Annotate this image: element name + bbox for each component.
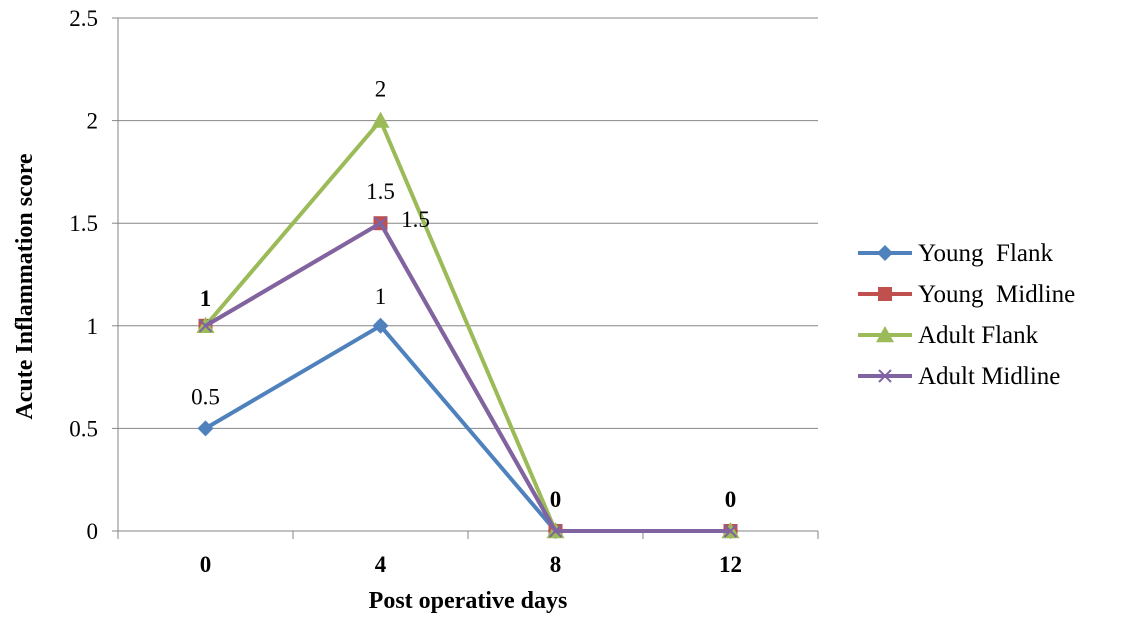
- y-tick-label: 2.5: [69, 6, 98, 31]
- x-tick-label: 4: [375, 552, 387, 577]
- axes: [112, 17, 819, 539]
- data-label: 1.5: [401, 207, 430, 232]
- marker-stroke: [878, 369, 892, 383]
- data-point-adult-flank: [371, 111, 390, 128]
- data-point-young-flank: [372, 317, 389, 334]
- marker-stroke: [373, 216, 388, 230]
- data-label: 2: [375, 77, 387, 102]
- legend-marker-adult-midline: [878, 369, 892, 383]
- marker-stroke: [548, 524, 563, 538]
- marker-stroke: [198, 319, 213, 333]
- x-tick-label: 0: [200, 552, 212, 577]
- y-tick-label: 0: [87, 519, 99, 544]
- data-label: 0: [725, 487, 737, 512]
- y-tick-label: 1.5: [69, 211, 98, 236]
- y-tick-label: 1: [87, 314, 99, 339]
- legend-marker-young-midline: [878, 287, 892, 301]
- x-axis-title: Post operative days: [369, 588, 568, 614]
- data-labels: 0.5 1 1.5 1 2 1.5 0 0: [191, 77, 736, 512]
- y-axis-title: Acute Inflammation score: [12, 153, 38, 420]
- data-label: 0: [550, 487, 562, 512]
- data-point-adult-midline: [723, 524, 738, 538]
- y-tick-label: 2: [87, 109, 99, 134]
- y-tick-label: 0.5: [69, 416, 98, 441]
- legend: Young Flank Young Midline Adult Flank Adult…: [858, 240, 1075, 390]
- y-tick-labels: 0 0.5 1 1.5 2 2.5: [69, 6, 98, 544]
- marker-stroke: [723, 524, 738, 538]
- x-tick-label: 12: [719, 552, 742, 577]
- data-point-young-flank: [197, 420, 214, 437]
- legend-label: Adult Flank: [918, 322, 1039, 349]
- x-tick-label: 8: [550, 552, 562, 577]
- legend-label: Young Flank: [918, 240, 1053, 267]
- data-point-adult-midline: [373, 216, 388, 230]
- legend-label: Adult Midline: [918, 363, 1060, 390]
- x-tick-labels: 0 4 8 12: [200, 552, 742, 577]
- data-label: 0.5: [191, 384, 220, 409]
- data-point-adult-midline: [548, 524, 563, 538]
- data-label: 1.5: [366, 179, 395, 204]
- series-line-adult-midline: [204, 220, 731, 533]
- gridlines: [118, 17, 818, 429]
- data-point-adult-midline: [198, 319, 213, 333]
- data-label: 1: [375, 284, 387, 309]
- series-group: [196, 111, 740, 539]
- legend-marker-young-flank: [877, 245, 893, 261]
- legend-marker-adult-flank: [876, 326, 894, 343]
- data-label: 1: [200, 286, 212, 311]
- legend-label: Young Midline: [918, 281, 1075, 308]
